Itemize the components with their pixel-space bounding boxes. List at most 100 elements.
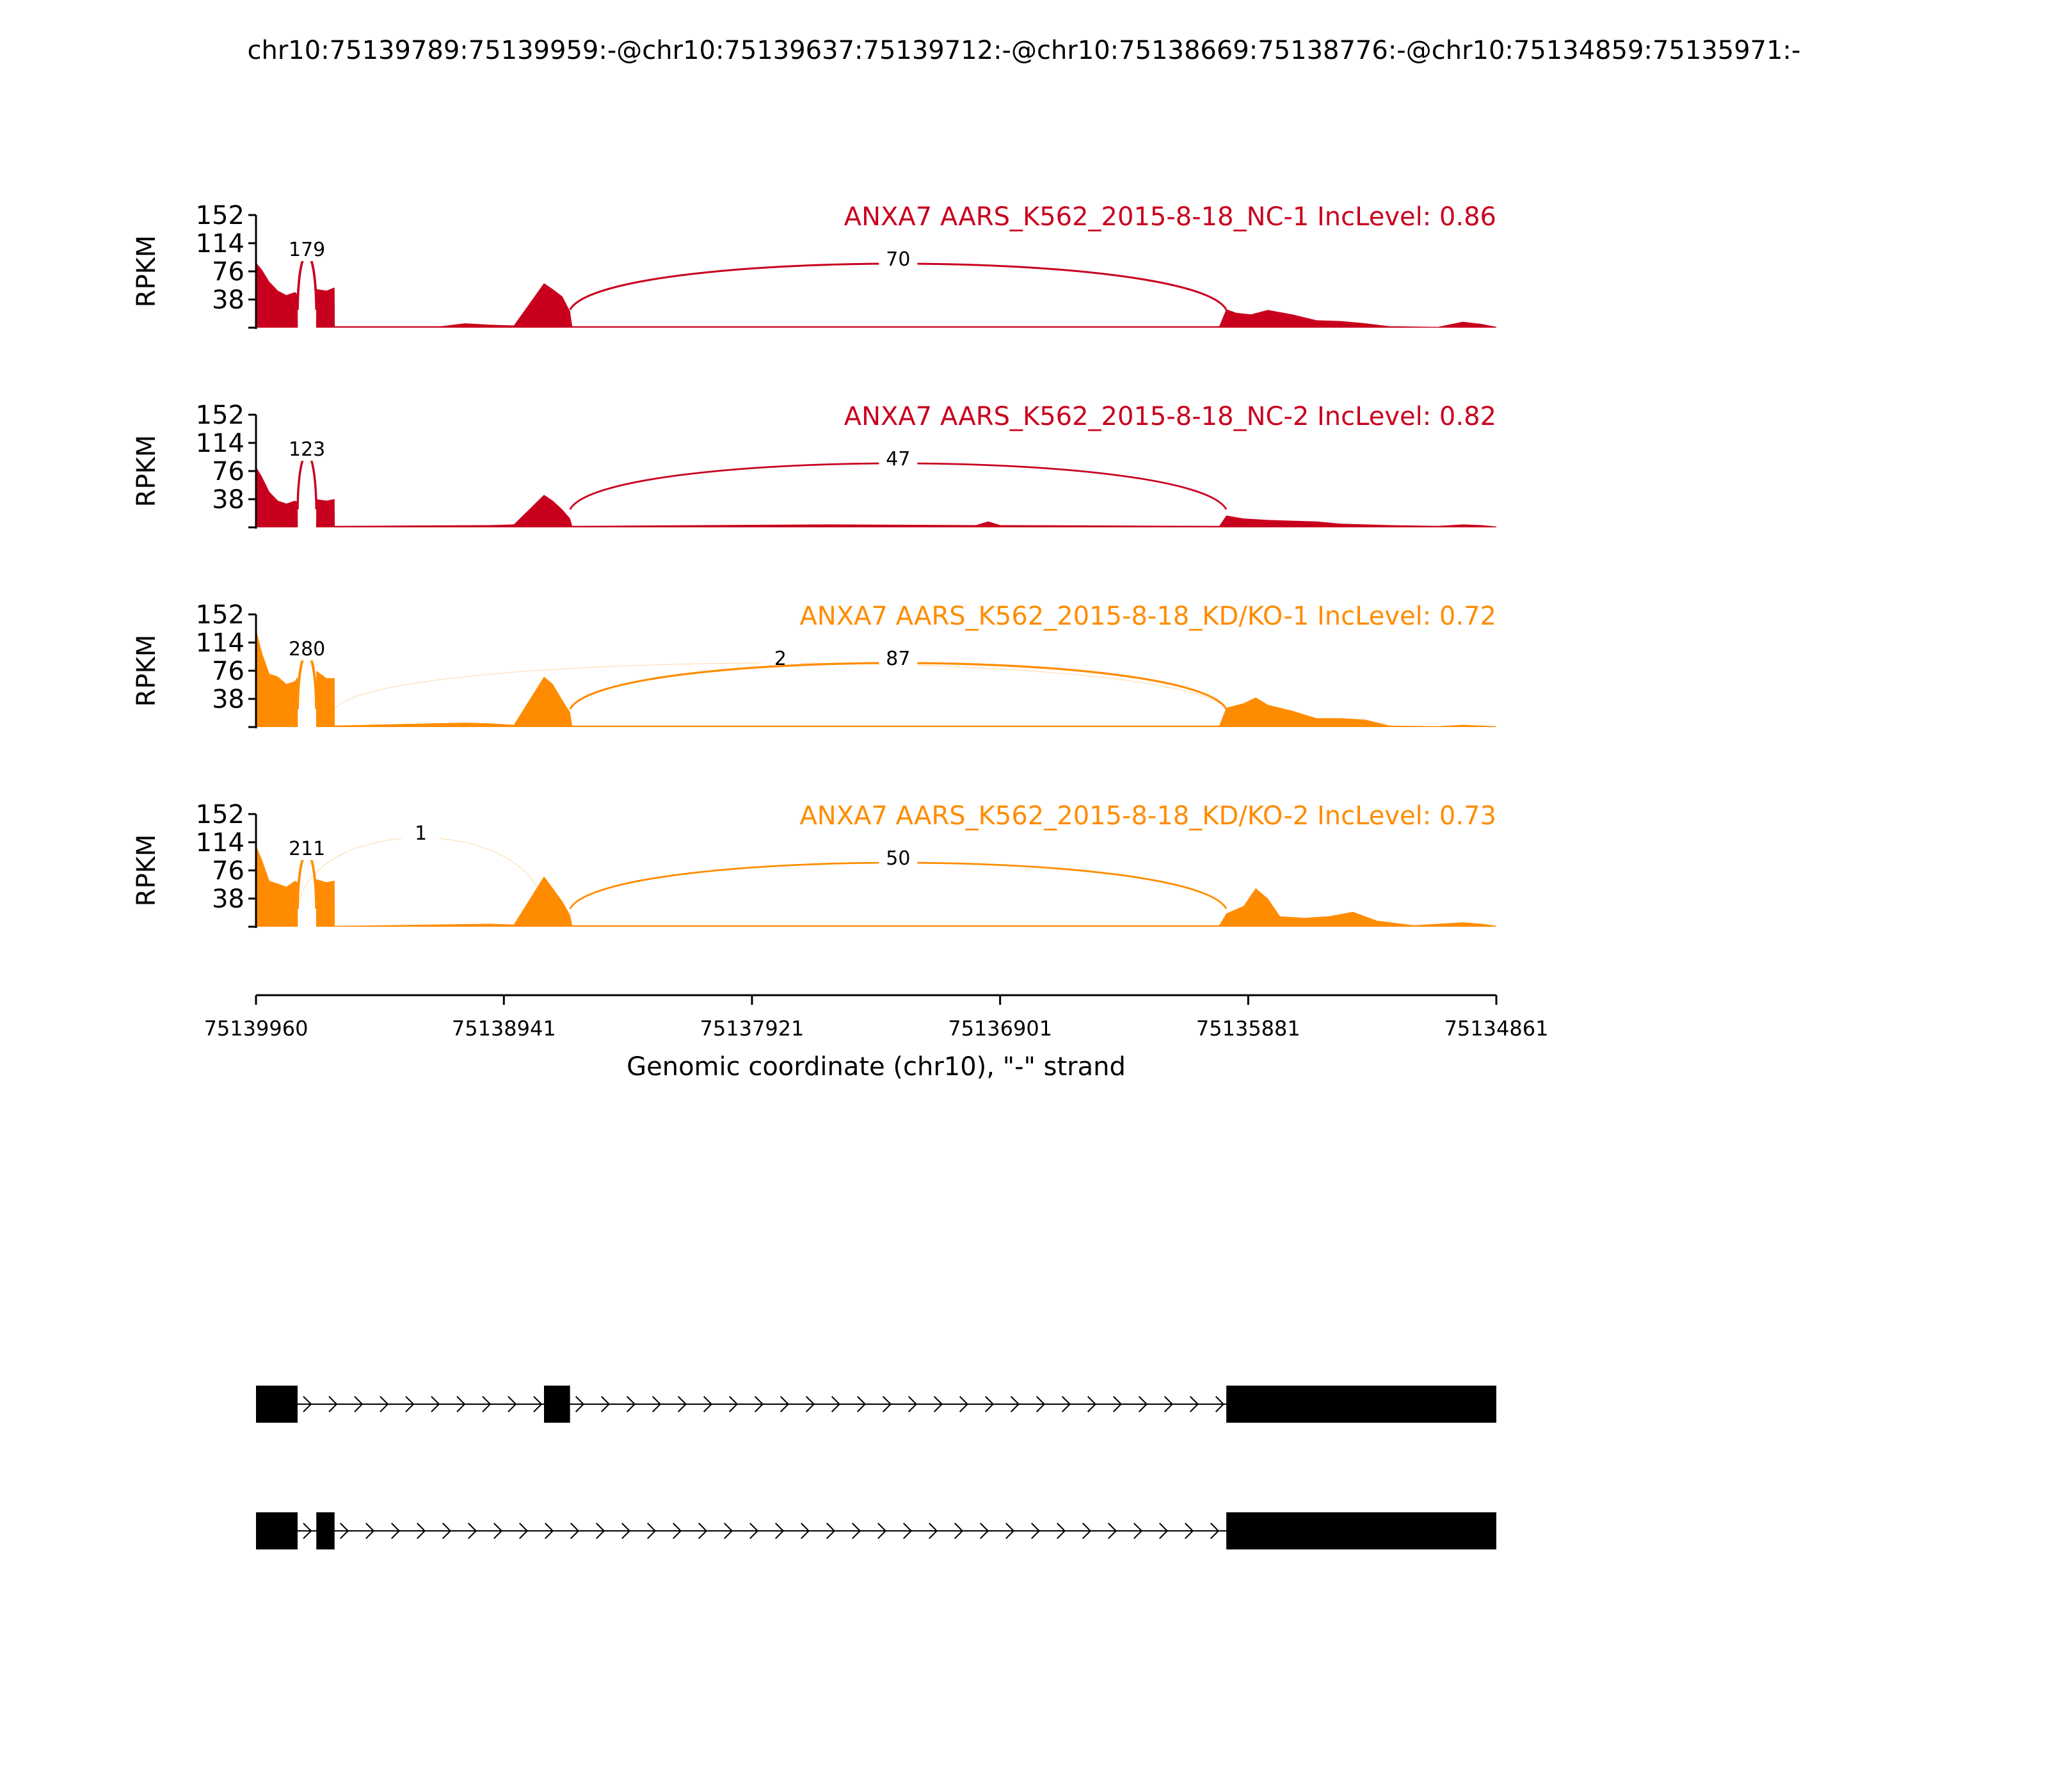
x-tick-label: 75139960 (204, 1016, 308, 1041)
strand-arrow (959, 1396, 969, 1412)
strand-arrow (596, 1523, 605, 1539)
junction-label-bg (287, 439, 326, 461)
strand-arrow (1108, 1523, 1117, 1539)
strand-arrow (749, 1523, 759, 1539)
strand-arrow (703, 1396, 713, 1412)
strand-arrow (1215, 1396, 1225, 1412)
x-tick-label: 75134861 (1444, 1016, 1549, 1041)
strand-arrow (493, 1523, 503, 1539)
coverage-area (256, 262, 1496, 328)
strand-arrow (1133, 1523, 1143, 1539)
junction-count: 179 (289, 239, 325, 261)
strand-arrow (780, 1396, 790, 1412)
strand-arrow (417, 1523, 426, 1539)
exon-block (544, 1386, 570, 1423)
strand-arrow (1112, 1396, 1123, 1412)
junction-count: 123 (289, 438, 325, 461)
strand-arrow (984, 1396, 995, 1412)
y-axis-label: RPKM (132, 635, 161, 707)
strand-arrow (673, 1523, 682, 1539)
junction-count: 87 (886, 648, 910, 670)
x-axis: 75139960 75138941 75137921 75136901 75135881… (204, 994, 1549, 1041)
strand-arrow (929, 1523, 938, 1539)
junction-count: 70 (886, 248, 910, 271)
junction-count: 2 (774, 648, 787, 670)
y-tick-label: 152 (196, 201, 244, 230)
strand-arrow (954, 1523, 964, 1539)
strand-arrow (754, 1396, 764, 1412)
y-tick-label: 152 (196, 800, 244, 829)
strand-arrow (882, 1396, 892, 1412)
strand-arrow (677, 1396, 687, 1412)
exon-block (256, 1512, 298, 1549)
strand-arrow (933, 1396, 943, 1412)
strand-arrow (482, 1396, 492, 1412)
junction-label-bg (879, 449, 918, 470)
y-tick-label: 76 (212, 257, 244, 287)
junction-label-bg (287, 239, 326, 261)
strand-arrow (626, 1396, 636, 1412)
strand-arrow (1082, 1523, 1092, 1539)
strand-arrow (380, 1396, 389, 1412)
strand-arrow (652, 1396, 662, 1412)
y-tick-label: 76 (212, 856, 244, 886)
junction-count: 50 (886, 847, 910, 870)
y-tick-label: 76 (212, 457, 244, 486)
exon-block (1226, 1512, 1496, 1549)
x-axis-label: Genomic coordinate (chr10), "-" strand (627, 1052, 1126, 1082)
strand-arrow (724, 1523, 733, 1539)
panel-label: ANXA7 AARS_K562_2015-8-18_NC-2 IncLevel:… (844, 402, 1496, 431)
y-axis-label: RPKM (132, 835, 161, 907)
strand-arrow (533, 1396, 543, 1412)
y-tick-label: 114 (196, 628, 244, 658)
exon-block (1226, 1386, 1496, 1423)
strand-arrow (391, 1523, 401, 1539)
y-tick-label: 152 (196, 600, 244, 630)
panel-label: ANXA7 AARS_K562_2015-8-18_KD/KO-1 IncLev… (799, 602, 1496, 631)
y-tick-label: 38 (212, 685, 244, 714)
y-axis-label: RPKM (132, 236, 161, 308)
exon-block (256, 1386, 298, 1423)
strand-arrow (575, 1396, 585, 1412)
strand-arrow (405, 1396, 415, 1412)
strand-arrow (647, 1523, 657, 1539)
strand-arrow (545, 1523, 554, 1539)
strand-arrow (1189, 1396, 1199, 1412)
x-tick-label: 75135881 (1196, 1016, 1300, 1041)
transcript-models (256, 1386, 1496, 1549)
strand-arrow (431, 1396, 440, 1412)
strand-arrow (1061, 1396, 1071, 1412)
strand-arrow (831, 1396, 841, 1412)
strand-arrow (570, 1523, 580, 1539)
strand-arrow (1010, 1396, 1020, 1412)
strand-arrow (442, 1523, 452, 1539)
strand-arrow (468, 1523, 477, 1539)
junction-count: 47 (886, 448, 910, 470)
x-tick-label: 75136901 (948, 1016, 1052, 1041)
strand-arrow (698, 1523, 708, 1539)
strand-arrow (805, 1396, 815, 1412)
strand-arrow (903, 1523, 913, 1539)
strand-arrow (775, 1523, 785, 1539)
y-tick-label: 38 (212, 884, 244, 914)
strand-arrow (1210, 1523, 1220, 1539)
strand-arrow (980, 1523, 989, 1539)
y-tick-label: 152 (196, 401, 244, 430)
strand-arrow (908, 1396, 918, 1412)
strand-arrow (1138, 1396, 1148, 1412)
strand-arrow (1031, 1523, 1041, 1539)
junction-label-bg (287, 838, 326, 860)
strand-arrow (519, 1523, 529, 1539)
chart-title: chr10:75139789:75139959:-@chr10:75139637… (248, 36, 1801, 65)
transcript-2 (256, 1512, 1496, 1549)
panel-label: ANXA7 AARS_K562_2015-8-18_NC-1 IncLevel:… (844, 202, 1496, 232)
strand-arrow (508, 1396, 517, 1412)
junction-label-bg (401, 823, 440, 845)
strand-arrow (1159, 1523, 1169, 1539)
junction-count: 1 (415, 822, 427, 845)
